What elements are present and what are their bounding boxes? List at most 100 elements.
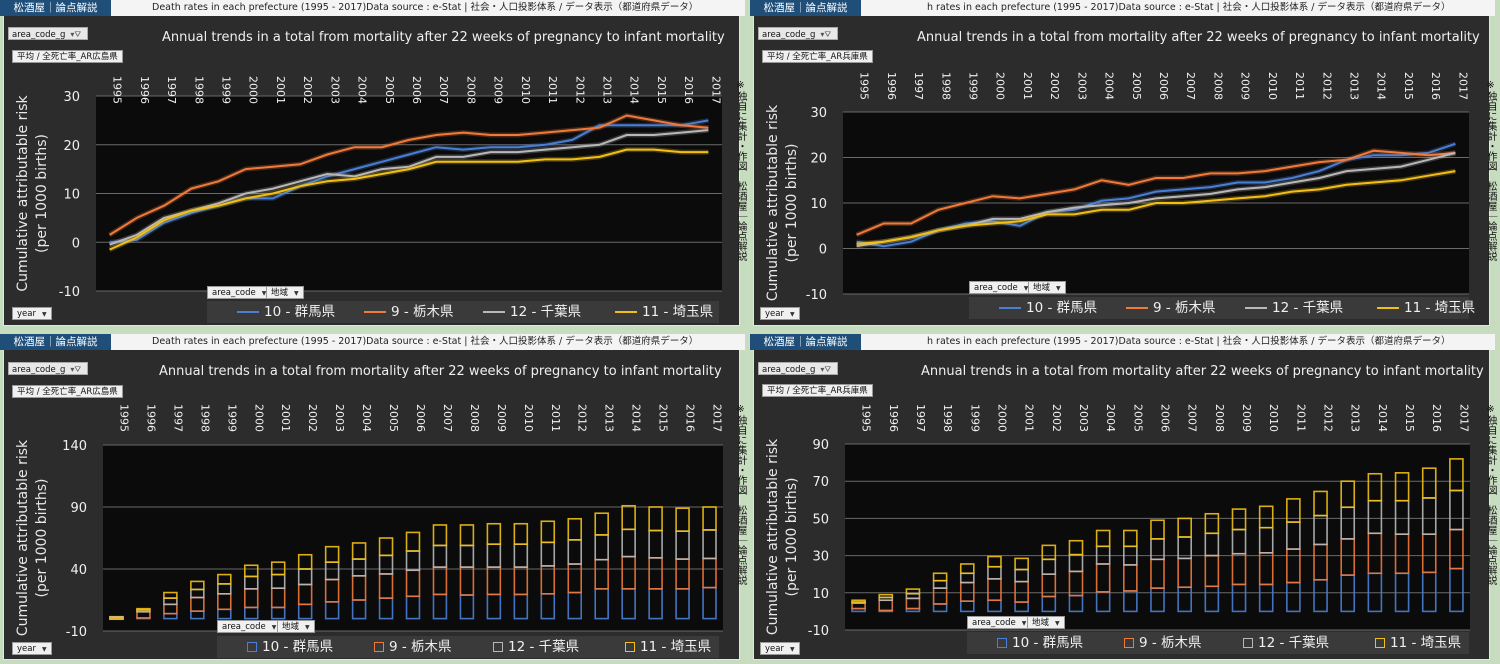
legend-label: 12 - 千葉県 — [1272, 300, 1344, 316]
region-filter-button[interactable]: 地域 ▼ — [277, 620, 315, 633]
bar-segment — [378, 537, 394, 557]
dropdown-icon: ▼ — [271, 624, 277, 631]
y-tick-label: 20 — [810, 152, 827, 167]
chart-legend: 10 - 群馬県 9 - 栃木県 12 - 千葉県 11 - 埼玉県 — [969, 297, 1475, 319]
area-code-filter-button[interactable]: area_code ▼ — [207, 286, 272, 299]
series-line — [109, 114, 709, 236]
legend-item: 10 - 群馬県 — [247, 636, 333, 658]
area-code-slicer[interactable]: area_code_g ▾⛛ — [8, 27, 88, 40]
dropdown-icon: ▼ — [1056, 285, 1061, 292]
header-bar: 松酒屋｜論点解説 Death rates in each prefecture … — [0, 0, 745, 16]
year-filter-button[interactable]: year ▼ — [760, 642, 800, 655]
y-tick-label: -10 — [808, 624, 829, 639]
x-tick-label: 2000 — [995, 404, 1008, 432]
data-source-text: Death rates in each prefecture (1995 - 2… — [152, 2, 699, 13]
area-code-filter-button[interactable]: area_code ▼ — [969, 281, 1034, 294]
x-tick-label: 2008 — [468, 404, 481, 432]
x-tick-label: 1996 — [887, 404, 900, 432]
bar-segment — [1394, 472, 1410, 502]
x-tick-label: 2008 — [464, 76, 477, 104]
legend-line-swatch — [237, 311, 259, 313]
y-axis-title: Cumulative attributable risk — [15, 439, 31, 636]
x-tick-label: 2010 — [522, 404, 535, 432]
x-tick-label: 2007 — [441, 404, 454, 432]
area-code-slicer[interactable]: area_code_g ▾⛛ — [758, 362, 838, 375]
legend-line-swatch — [1377, 307, 1399, 309]
bar-segment — [459, 524, 475, 547]
legend-label: 9 - 栃木県 — [389, 639, 452, 655]
x-tick-label: 2011 — [1293, 72, 1306, 100]
x-tick-label: 1995 — [117, 404, 130, 432]
dropdown-icon: ▼ — [1023, 285, 1029, 292]
y-tick-label: 10 — [63, 188, 80, 203]
legend-line-swatch — [1126, 307, 1148, 309]
legend-item: 11 - 埼玉県 — [1377, 297, 1475, 319]
bar-segment — [1068, 539, 1084, 556]
x-tick-label: 2012 — [573, 76, 586, 104]
x-tick-label: 2007 — [1184, 72, 1197, 100]
y-axis-title: (per 1000 births) — [784, 144, 800, 263]
bar-segment — [675, 507, 690, 532]
x-tick-label: 2007 — [437, 76, 450, 104]
bar-segment — [1421, 467, 1437, 499]
x-tick-label: 2014 — [630, 404, 643, 432]
legend-box-swatch — [247, 642, 257, 652]
value-field-button[interactable]: 平均 / 全死亡率_AR広島県 — [12, 385, 123, 398]
dropdown-icon: ▼ — [789, 646, 795, 653]
brand-label: 松酒屋｜論点解説 — [750, 0, 861, 16]
region-filter-button[interactable]: 地域 ▼ — [1028, 281, 1066, 294]
chart-panel-top-left: 松酒屋｜論点解説 Death rates in each prefecture … — [0, 0, 746, 330]
y-tick-label: 50 — [812, 512, 829, 527]
bar-segment — [851, 599, 866, 603]
legend-line-swatch — [364, 311, 386, 313]
y-tick-label: 20 — [63, 139, 80, 154]
x-tick-label: 2005 — [1130, 72, 1143, 100]
x-tick-label: 2010 — [519, 76, 532, 104]
chart-panel-bottom-right: 松酒屋｜論点解説 h rates in each prefecture (199… — [750, 334, 1496, 664]
value-field-button[interactable]: 平均 / 全死亡率_AR兵庫県 — [762, 384, 873, 397]
x-tick-label: 2006 — [1159, 404, 1172, 432]
slicer-label: area_code_g — [12, 365, 66, 375]
brand-label: 松酒屋｜論点解説 — [0, 0, 111, 16]
x-tick-label: 1997 — [912, 72, 925, 100]
y-tick-label: -10 — [806, 288, 827, 303]
value-field-button[interactable]: 平均 / 全死亡率_AR兵庫県 — [762, 50, 873, 63]
year-filter-button[interactable]: year ▼ — [12, 642, 52, 655]
legend-box-swatch — [997, 638, 1007, 648]
dropdown-icon: ▼ — [305, 624, 310, 631]
filter-icon: ▾⛛ — [70, 365, 82, 374]
x-tick-label: 2016 — [684, 404, 697, 432]
legend-item: 9 - 栃木県 — [374, 636, 452, 658]
area-code-filter-button[interactable]: area_code ▼ — [217, 620, 282, 633]
value-field-button[interactable]: 平均 / 全死亡率_AR広島県 — [12, 50, 123, 63]
x-tick-label: 2014 — [628, 76, 641, 104]
bar-segment — [1340, 480, 1356, 509]
filter-icon: ▾⛛ — [820, 30, 832, 39]
y-tick-label: 30 — [810, 106, 827, 121]
legend-line-swatch — [483, 311, 505, 313]
y-axis-title: (per 1000 births) — [34, 134, 50, 253]
bar-segment — [1014, 557, 1029, 571]
region-filter-button[interactable]: 地域 ▼ — [266, 286, 304, 299]
bar-segment — [163, 591, 178, 599]
x-tick-label: 2008 — [1211, 72, 1224, 100]
x-tick-label: 2011 — [549, 404, 562, 432]
region-filter-button[interactable]: 地域 ▼ — [1027, 616, 1065, 629]
legend-label: 9 - 栃木県 — [391, 304, 454, 320]
area-code-filter-button[interactable]: area_code ▼ — [967, 616, 1032, 629]
area-code-slicer[interactable]: area_code_g ▾⛛ — [758, 27, 838, 40]
x-tick-label: 2007 — [1186, 404, 1199, 432]
x-tick-label: 2003 — [333, 404, 346, 432]
area-code-slicer[interactable]: area_code_g ▾⛛ — [8, 362, 88, 375]
chart-legend: 10 - 群馬県 9 - 栃木県 12 - 千葉県 11 - 埼玉県 — [207, 301, 719, 323]
legend-item: 9 - 栃木県 — [364, 301, 454, 323]
year-filter-button[interactable]: year ▼ — [12, 307, 52, 320]
bar-segment — [1150, 519, 1165, 540]
x-tick-label: 2015 — [1402, 72, 1415, 100]
y-tick-label: 30 — [63, 90, 80, 105]
x-tick-label: 2004 — [1104, 404, 1117, 432]
y-tick-label: 30 — [812, 550, 829, 565]
year-filter-button[interactable]: year ▼ — [760, 307, 800, 320]
x-tick-label: 2002 — [1050, 404, 1063, 432]
series-line — [856, 142, 1456, 248]
